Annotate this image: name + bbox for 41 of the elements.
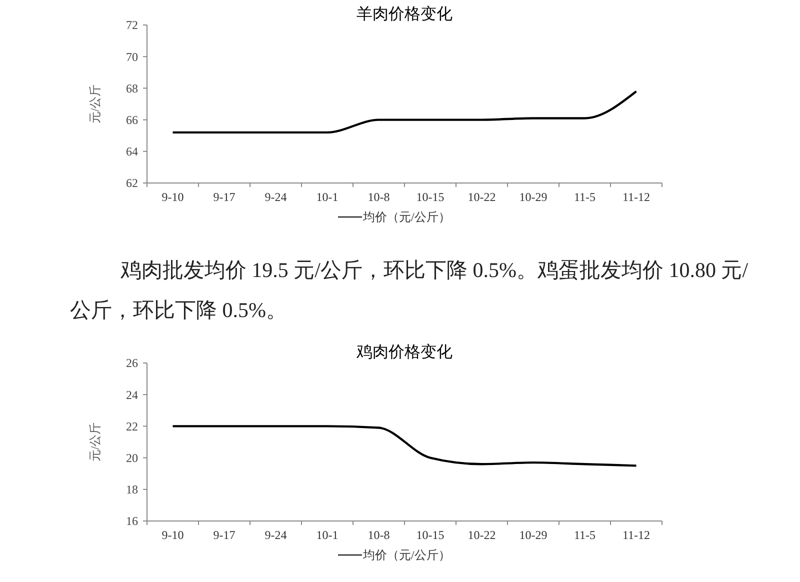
x-tick-label: 10-15 [416, 528, 444, 542]
y-tick-label: 70 [126, 50, 138, 64]
x-tick-label: 9-24 [264, 190, 287, 204]
x-tick-label: 10-8 [368, 528, 390, 542]
y-tick-label: 72 [126, 18, 138, 32]
y-tick-label: 26 [126, 356, 138, 370]
legend-label: 均价（元/公斤） [362, 210, 450, 224]
x-tick-label: 10-29 [519, 528, 548, 542]
x-tick-label: 10-29 [519, 190, 548, 204]
x-tick-label: 9-17 [213, 190, 236, 204]
y-tick-label: 64 [126, 144, 138, 159]
x-tick-label: 10-22 [468, 528, 496, 542]
y-tick-label: 20 [126, 451, 138, 465]
y-tick-label: 16 [126, 514, 138, 528]
x-tick-label: 9-10 [162, 528, 184, 542]
x-tick-label: 11-5 [574, 528, 596, 542]
x-tick-label: 9-24 [264, 528, 287, 542]
x-tick-label: 11-12 [622, 528, 650, 542]
line-series [172, 425, 638, 467]
y-tick-label: 62 [126, 176, 138, 190]
y-tick-label: 24 [126, 388, 138, 402]
y-axis-title: 元/公斤 [88, 422, 102, 462]
y-tick-label: 18 [126, 482, 138, 497]
x-tick-label: 11-12 [622, 190, 650, 204]
y-axis-title: 元/公斤 [88, 84, 102, 124]
y-tick-label: 66 [126, 113, 138, 127]
y-tick-label: 22 [126, 419, 138, 434]
x-tick-label: 10-22 [468, 190, 496, 204]
x-tick-label: 10-1 [316, 190, 338, 204]
chart-title: 鸡肉价格变化 [356, 343, 452, 361]
x-tick-label: 10-8 [368, 190, 390, 204]
text: 鸡肉批发均价 19.5 元/公斤，环比下降 0.5%。鸡蛋批发均价 10.80 元/公斤，环比下降 0.5%。 [70, 258, 748, 322]
x-tick-label: 9-10 [162, 190, 184, 204]
y-tick-label: 68 [126, 81, 138, 96]
line-series [172, 90, 638, 134]
x-tick-label: 9-17 [213, 528, 236, 542]
x-tick-label: 10-1 [316, 528, 338, 542]
x-tick-label: 10-15 [416, 190, 444, 204]
chart-title: 羊肉价格变化 [356, 5, 452, 23]
x-tick-label: 11-5 [574, 190, 596, 204]
legend-label: 均价（元/公斤） [362, 548, 450, 562]
